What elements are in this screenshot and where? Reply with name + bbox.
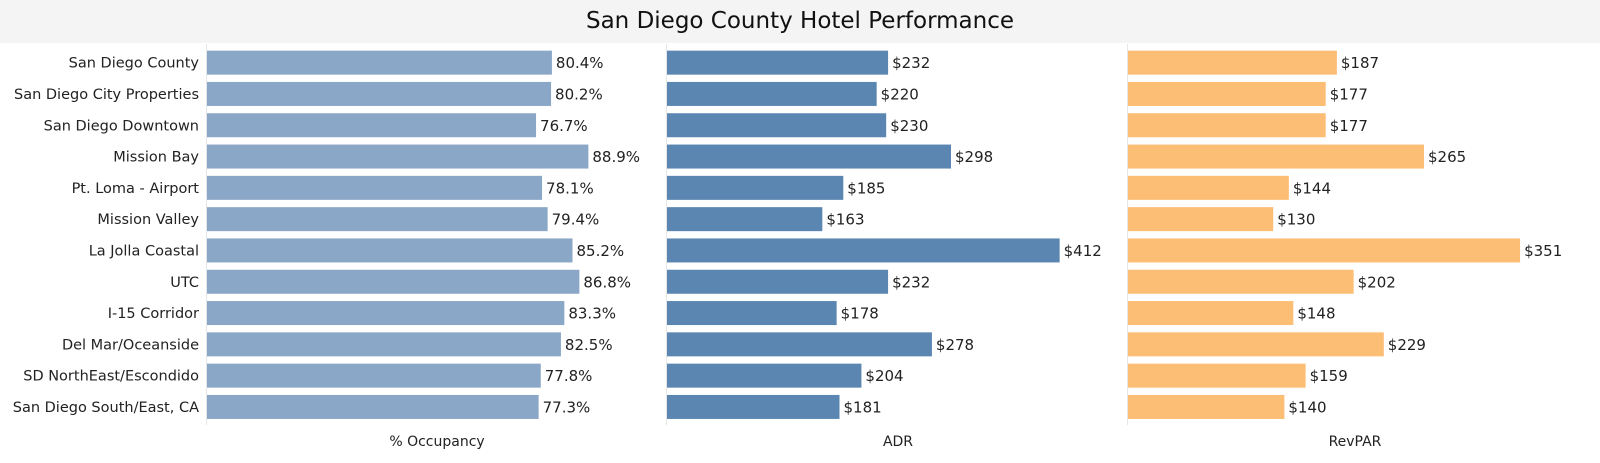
data-label: 88.9% bbox=[592, 148, 640, 166]
data-label: $229 bbox=[1388, 336, 1426, 354]
data-label: $185 bbox=[847, 179, 885, 197]
bar bbox=[207, 81, 552, 106]
data-label: 82.5% bbox=[565, 336, 613, 354]
data-label: $144 bbox=[1293, 179, 1331, 197]
bar bbox=[1128, 50, 1337, 75]
category-label: San Diego City Properties bbox=[14, 87, 199, 103]
bar bbox=[667, 394, 840, 419]
bar bbox=[1128, 175, 1289, 200]
bar bbox=[207, 363, 541, 388]
bar bbox=[1128, 394, 1285, 419]
bar bbox=[207, 238, 573, 263]
data-label: $187 bbox=[1341, 54, 1379, 72]
data-label: $177 bbox=[1330, 117, 1368, 135]
data-label: 78.1% bbox=[546, 179, 594, 197]
data-label: $204 bbox=[865, 367, 903, 385]
data-label: $220 bbox=[881, 85, 919, 103]
bar bbox=[667, 269, 889, 294]
bar bbox=[667, 144, 951, 169]
bar bbox=[1128, 301, 1294, 326]
bar bbox=[1128, 144, 1425, 169]
data-label: $140 bbox=[1288, 398, 1326, 416]
bar bbox=[1128, 269, 1354, 294]
bar bbox=[1128, 81, 1326, 106]
data-label: 80.4% bbox=[556, 54, 604, 72]
category-label: San Diego Downtown bbox=[44, 118, 199, 134]
bar bbox=[207, 50, 552, 75]
bar bbox=[667, 301, 837, 326]
data-label: $232 bbox=[892, 54, 930, 72]
bar bbox=[667, 207, 823, 232]
category-label: I-15 Corridor bbox=[108, 306, 199, 322]
category-label: San Diego South/East, CA bbox=[13, 400, 199, 416]
bar bbox=[667, 81, 877, 106]
data-label: $298 bbox=[955, 148, 993, 166]
chart-title: San Diego County Hotel Performance bbox=[0, 0, 1600, 43]
bar bbox=[667, 113, 887, 138]
data-label: 83.3% bbox=[568, 305, 616, 323]
category-label: Pt. Loma - Airport bbox=[72, 181, 200, 197]
bar bbox=[1128, 363, 1306, 388]
data-label: 76.7% bbox=[540, 117, 588, 135]
bar bbox=[1128, 332, 1384, 357]
data-label: $230 bbox=[890, 117, 928, 135]
data-label: $278 bbox=[936, 336, 974, 354]
axis-title: RevPAR bbox=[1329, 434, 1382, 450]
bar bbox=[207, 207, 548, 232]
data-label: $178 bbox=[841, 305, 879, 323]
bar bbox=[667, 363, 862, 388]
data-label: $148 bbox=[1297, 305, 1335, 323]
data-label: 86.8% bbox=[583, 273, 631, 291]
bar bbox=[207, 269, 580, 294]
axis-title: ADR bbox=[883, 434, 913, 450]
category-label: Del Mar/Oceanside bbox=[62, 337, 199, 353]
bar bbox=[667, 175, 844, 200]
axis-title: % Occupancy bbox=[389, 434, 484, 450]
category-label: SD NorthEast/Escondido bbox=[23, 369, 199, 385]
bar bbox=[1128, 238, 1521, 263]
category-label: Mission Valley bbox=[97, 212, 199, 228]
data-label: $159 bbox=[1310, 367, 1348, 385]
data-label: $351 bbox=[1524, 242, 1562, 260]
bar bbox=[207, 332, 561, 357]
data-label: $232 bbox=[892, 273, 930, 291]
bar bbox=[667, 238, 1060, 263]
bar bbox=[1128, 113, 1326, 138]
category-label: UTC bbox=[170, 275, 199, 291]
data-label: $177 bbox=[1330, 85, 1368, 103]
bar bbox=[1128, 207, 1274, 232]
data-label: $181 bbox=[843, 398, 881, 416]
data-label: 79.4% bbox=[552, 211, 600, 229]
bar bbox=[207, 301, 565, 326]
data-label: $130 bbox=[1277, 211, 1315, 229]
data-label: $412 bbox=[1064, 242, 1102, 260]
category-label: Mission Bay bbox=[113, 150, 199, 166]
data-label: 77.3% bbox=[543, 398, 591, 416]
data-label: 77.8% bbox=[545, 367, 593, 385]
bar bbox=[207, 394, 539, 419]
data-label: 85.2% bbox=[577, 242, 625, 260]
bar bbox=[667, 332, 932, 357]
bar bbox=[207, 144, 589, 169]
category-label: San Diego County bbox=[69, 56, 200, 72]
category-label: La Jolla Coastal bbox=[89, 243, 199, 259]
data-label: 80.2% bbox=[555, 85, 603, 103]
bar bbox=[207, 113, 537, 138]
data-label: $265 bbox=[1428, 148, 1466, 166]
bar bbox=[207, 175, 543, 200]
data-label: $202 bbox=[1358, 273, 1396, 291]
bar bbox=[667, 50, 889, 75]
data-label: $163 bbox=[826, 211, 864, 229]
